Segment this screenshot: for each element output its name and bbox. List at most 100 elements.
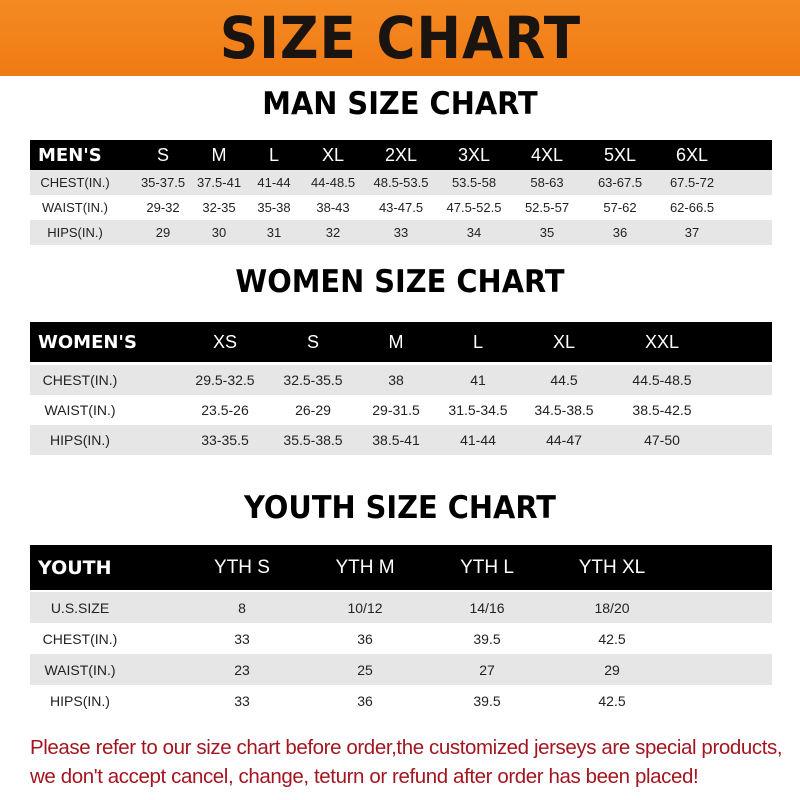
size-header: XS bbox=[212, 331, 238, 352]
table-cell: 27 bbox=[479, 661, 495, 678]
women-title: WOMEN SIZE CHART bbox=[235, 264, 565, 300]
table-cell: 33 bbox=[393, 225, 409, 240]
table-cell: 39.5 bbox=[473, 630, 501, 647]
table-cell: 34.5-38.5 bbox=[534, 402, 594, 418]
table-cell: 8 bbox=[238, 599, 246, 616]
size-header: 4XL bbox=[530, 144, 564, 165]
table-cell: 57-62 bbox=[603, 200, 637, 215]
table-cell: 42.5 bbox=[598, 692, 626, 709]
table-cell: 29-32 bbox=[146, 200, 180, 215]
table-cell: 53.5-58 bbox=[451, 175, 497, 190]
table-cell: 47-50 bbox=[644, 432, 680, 448]
table-cell: 31.5-34.5 bbox=[448, 402, 508, 418]
header-row: MEN'S S M L XL 2XL 3XL 4XL 5XL 6XL bbox=[30, 140, 772, 170]
measure-label: HIPS(IN.) bbox=[50, 432, 110, 448]
measure-label: CHEST(IN.) bbox=[42, 372, 118, 388]
table-cell: 48.5-53.5 bbox=[373, 175, 429, 190]
size-header: 3XL bbox=[457, 144, 491, 165]
table-cell: 32-35 bbox=[202, 200, 236, 215]
table-cell: 29.5-32.5 bbox=[195, 372, 255, 388]
table-cell: 35.5-38.5 bbox=[283, 432, 343, 448]
youth-title: YOUTH SIZE CHART bbox=[244, 490, 556, 526]
table-cell: 47.5-52.5 bbox=[446, 200, 502, 215]
table-cell: 44-48.5 bbox=[310, 175, 356, 190]
table-cell: 23.5-26 bbox=[201, 402, 249, 418]
table-cell: 63-67.5 bbox=[597, 175, 643, 190]
table-row: HIPS(IN.) 29 30 31 32 33 34 35 36 37 bbox=[30, 220, 772, 245]
table-cell: 38 bbox=[388, 372, 404, 388]
measure-label: HIPS(IN.) bbox=[50, 692, 110, 709]
size-header: M bbox=[211, 144, 227, 165]
table-cell: 43-47.5 bbox=[378, 200, 424, 215]
banner-title: SIZE CHART bbox=[219, 4, 581, 72]
table-cell: 35 bbox=[539, 225, 555, 240]
table-cell: 32 bbox=[325, 225, 341, 240]
table-label: WOMEN'S bbox=[38, 331, 137, 353]
table-cell: 34 bbox=[466, 225, 482, 240]
notice-line-2: we don't accept cancel, change, teturn o… bbox=[30, 765, 699, 788]
table-cell: 44-47 bbox=[546, 432, 582, 448]
measure-label: CHEST(IN.) bbox=[40, 175, 110, 190]
measure-label: WAIST(IN.) bbox=[44, 661, 116, 678]
table-cell: 18/20 bbox=[594, 599, 630, 616]
table-cell: 41 bbox=[470, 372, 486, 388]
measure-label: WAIST(IN.) bbox=[42, 200, 108, 215]
table-row: HIPS(IN.) 33-35.5 35.5-38.5 38.5-41 41-44 44-… bbox=[30, 425, 772, 455]
size-header: YTH XL bbox=[578, 556, 646, 578]
size-header: YTH S bbox=[214, 556, 270, 578]
table-row: CHEST(IN.) 35-37.5 37.5-41 41-44 44-48.5 48.5… bbox=[30, 170, 772, 195]
size-header: S bbox=[306, 331, 320, 352]
men-title: MAN SIZE CHART bbox=[262, 86, 538, 122]
table-cell: 38-43 bbox=[316, 200, 350, 215]
table-cell: 26-29 bbox=[295, 402, 331, 418]
table-cell: 35-37.5 bbox=[140, 175, 186, 190]
table-cell: 23 bbox=[234, 661, 250, 678]
table-cell: 37.5-41 bbox=[196, 175, 242, 190]
header-row: YOUTH YTH S YTH M YTH L YTH XL bbox=[30, 545, 772, 590]
table-cell: 14/16 bbox=[469, 599, 505, 616]
measure-label: HIPS(IN.) bbox=[47, 225, 103, 240]
table-cell: 52.5-57 bbox=[524, 200, 570, 215]
table-cell: 10/12 bbox=[347, 599, 383, 616]
table-cell: 62-66.5 bbox=[669, 200, 715, 215]
measure-label: U.S.SIZE bbox=[50, 599, 110, 616]
table-label: YOUTH bbox=[38, 556, 112, 579]
table-cell: 25 bbox=[357, 661, 373, 678]
table-cell: 39.5 bbox=[473, 692, 501, 709]
table-cell: 30 bbox=[211, 225, 227, 240]
size-header: YTH L bbox=[460, 556, 514, 578]
banner: SIZE CHART bbox=[0, 0, 800, 76]
table-cell: 29 bbox=[155, 225, 171, 240]
table-cell: 37 bbox=[684, 225, 700, 240]
table-row: U.S.SIZE 8 10/12 14/16 18/20 bbox=[30, 592, 772, 623]
size-header: L bbox=[472, 331, 484, 352]
size-header: YTH M bbox=[335, 556, 395, 578]
header-row: WOMEN'S XS S M L XL XXL bbox=[30, 322, 772, 362]
table-cell: 31 bbox=[266, 225, 282, 240]
table-cell: 38.5-41 bbox=[372, 432, 420, 448]
table-cell: 29-31.5 bbox=[372, 402, 420, 418]
table-cell: 42.5 bbox=[598, 630, 626, 647]
table-cell: 44.5-48.5 bbox=[632, 372, 692, 388]
table-cell: 41-44 bbox=[460, 432, 496, 448]
table-row: WAIST(IN.) 29-32 32-35 35-38 38-43 43-47.5 47.… bbox=[30, 195, 772, 220]
table-row: CHEST(IN.) 29.5-32.5 32.5-35.5 38 41 44.5 44.5… bbox=[30, 365, 772, 395]
table-cell: 32.5-35.5 bbox=[283, 372, 343, 388]
measure-label: WAIST(IN.) bbox=[44, 402, 116, 418]
notice-line-1: Please refer to our size chart before or… bbox=[30, 736, 783, 759]
table-cell: 36 bbox=[357, 692, 373, 709]
table-cell: 36 bbox=[612, 225, 628, 240]
size-header: M bbox=[388, 331, 404, 352]
size-header: L bbox=[268, 144, 280, 165]
table-cell: 33 bbox=[234, 692, 250, 709]
table-cell: 29 bbox=[604, 661, 620, 678]
measure-label: CHEST(IN.) bbox=[42, 630, 118, 647]
size-header: XL bbox=[552, 331, 576, 352]
table-cell: 58-63 bbox=[530, 175, 564, 190]
size-header: 5XL bbox=[603, 144, 637, 165]
size-header: 2XL bbox=[384, 144, 418, 165]
table-cell: 33-35.5 bbox=[201, 432, 249, 448]
table-label: MEN'S bbox=[38, 144, 102, 166]
table-cell: 44.5 bbox=[550, 372, 578, 388]
size-header: S bbox=[156, 144, 170, 165]
